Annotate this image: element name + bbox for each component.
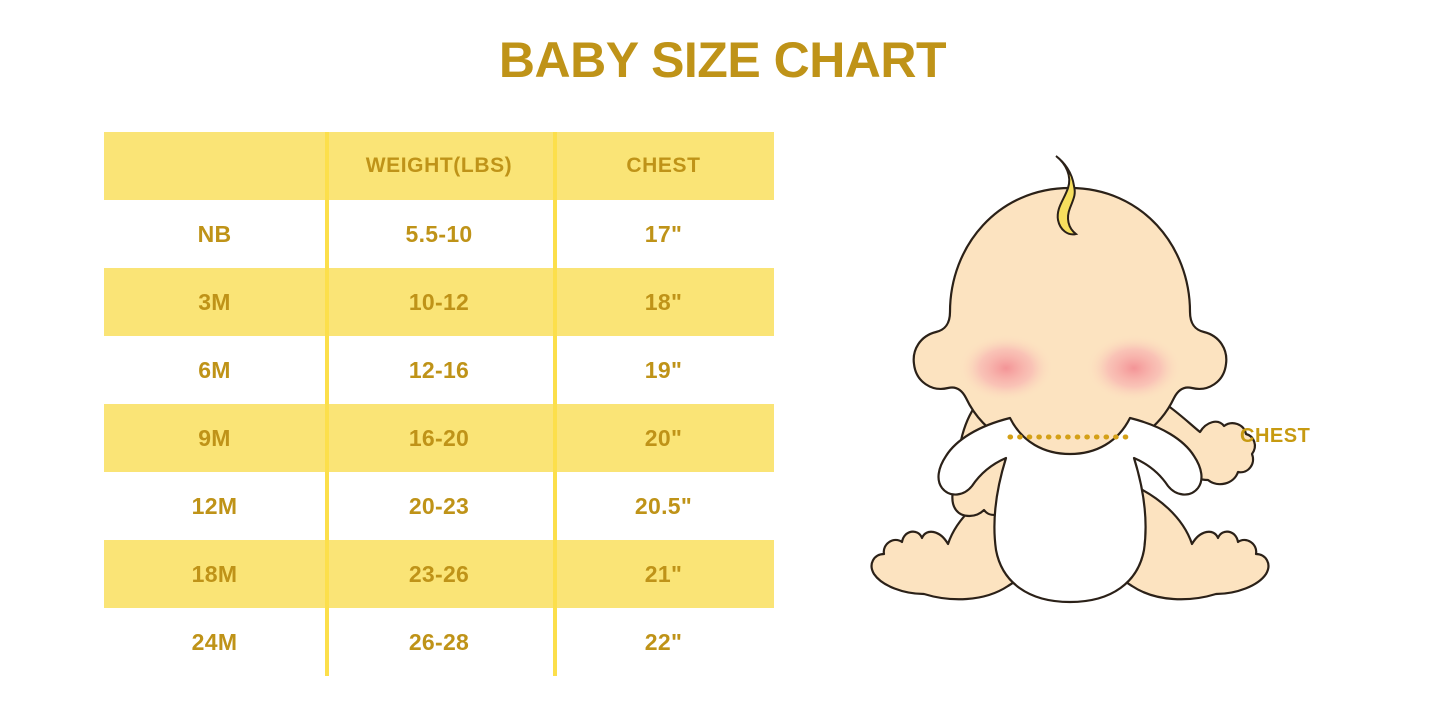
table-row: 9M 16-20 20" <box>104 404 774 472</box>
header-cell-chest: CHEST <box>626 154 701 177</box>
cell-chest: 21" <box>644 560 683 587</box>
column-divider-2 <box>553 132 557 676</box>
cell-weight: 10-12 <box>408 288 470 315</box>
page-title: BABY SIZE CHART <box>498 32 947 88</box>
cell-weight: 23-26 <box>408 560 470 587</box>
baby-onesie <box>937 416 1203 604</box>
table-row: 18M 23-26 21" <box>104 540 774 608</box>
cell-weight: 16-20 <box>408 424 470 451</box>
table-header-row: WEIGHT(LBS) CHEST <box>104 132 774 200</box>
cell-chest: 19" <box>644 356 683 383</box>
cell-chest: 20" <box>644 424 683 451</box>
cell-size: 3M <box>198 288 231 315</box>
cell-weight: 20-23 <box>408 492 470 519</box>
cell-size: 18M <box>191 560 238 587</box>
cell-weight: 12-16 <box>408 356 470 383</box>
cell-size: 6M <box>198 356 231 383</box>
header-cell-weight: WEIGHT(LBS) <box>365 154 513 177</box>
table-row: 24M 26-28 22" <box>104 608 774 676</box>
table-row: 3M 10-12 18" <box>104 268 774 336</box>
cell-chest: 18" <box>644 288 683 315</box>
column-divider-1 <box>325 132 329 676</box>
baby-illustration <box>870 155 1270 604</box>
baby-blush-right <box>1086 334 1182 402</box>
cell-size: NB <box>197 220 232 247</box>
table-row: NB 5.5-10 17" <box>104 200 774 268</box>
cell-weight: 26-28 <box>408 628 470 655</box>
size-table: WEIGHT(LBS) CHEST NB 5.5-10 17" 3M 10-12… <box>104 132 774 676</box>
table-row: 6M 12-16 19" <box>104 336 774 404</box>
cell-size: 24M <box>191 628 238 655</box>
cell-chest: 17" <box>644 220 683 247</box>
cell-chest: 20.5" <box>634 492 693 519</box>
cell-size: 9M <box>198 424 231 451</box>
cell-weight: 5.5-10 <box>405 220 473 247</box>
chest-measure-label: CHEST <box>1240 425 1311 447</box>
cell-chest: 22" <box>644 628 683 655</box>
table-row: 12M 20-23 20.5" <box>104 472 774 540</box>
baby-hair-curl <box>1055 155 1079 236</box>
cell-size: 12M <box>191 492 238 519</box>
baby-blush-left <box>958 334 1054 402</box>
